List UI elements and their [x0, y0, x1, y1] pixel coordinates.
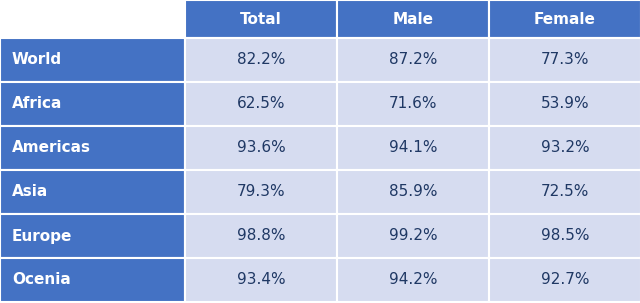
Text: 93.6%: 93.6% — [237, 141, 285, 155]
Text: 99.2%: 99.2% — [388, 228, 437, 244]
Bar — [185, 126, 337, 170]
Bar — [337, 170, 489, 214]
Text: 98.5%: 98.5% — [541, 228, 589, 244]
Text: Africa: Africa — [12, 96, 62, 112]
Bar — [489, 126, 640, 170]
Text: 85.9%: 85.9% — [388, 185, 437, 199]
Text: Male: Male — [392, 12, 433, 26]
Text: Americas: Americas — [12, 141, 91, 155]
Bar — [337, 38, 489, 82]
Bar — [489, 258, 640, 302]
Text: 94.2%: 94.2% — [388, 272, 437, 288]
Bar — [0, 170, 185, 214]
Text: 62.5%: 62.5% — [237, 96, 285, 112]
Text: 79.3%: 79.3% — [237, 185, 285, 199]
Bar — [337, 214, 489, 258]
Bar — [0, 0, 185, 38]
Bar — [337, 126, 489, 170]
Bar — [489, 82, 640, 126]
Text: 87.2%: 87.2% — [389, 52, 437, 68]
Bar — [489, 38, 640, 82]
Bar — [185, 82, 337, 126]
Bar — [0, 126, 185, 170]
Text: 53.9%: 53.9% — [541, 96, 589, 112]
Text: 72.5%: 72.5% — [541, 185, 589, 199]
Bar — [489, 0, 640, 38]
Bar — [0, 38, 185, 82]
Text: World: World — [12, 52, 62, 68]
Bar — [185, 0, 337, 38]
Bar — [337, 258, 489, 302]
Bar — [337, 0, 489, 38]
Bar — [0, 82, 185, 126]
Bar — [185, 38, 337, 82]
Text: 82.2%: 82.2% — [237, 52, 285, 68]
Text: Ocenia: Ocenia — [12, 272, 71, 288]
Text: 77.3%: 77.3% — [541, 52, 589, 68]
Bar — [185, 258, 337, 302]
Bar — [489, 214, 640, 258]
Text: Asia: Asia — [12, 185, 48, 199]
Text: 71.6%: 71.6% — [388, 96, 437, 112]
Bar — [185, 214, 337, 258]
Text: Europe: Europe — [12, 228, 72, 244]
Bar — [337, 82, 489, 126]
Bar — [0, 214, 185, 258]
Text: 93.4%: 93.4% — [237, 272, 285, 288]
Text: Total: Total — [240, 12, 282, 26]
Bar — [185, 170, 337, 214]
Bar — [489, 170, 640, 214]
Text: 98.8%: 98.8% — [237, 228, 285, 244]
Text: 94.1%: 94.1% — [388, 141, 437, 155]
Text: Female: Female — [534, 12, 596, 26]
Text: 93.2%: 93.2% — [541, 141, 589, 155]
Bar — [0, 258, 185, 302]
Text: 92.7%: 92.7% — [541, 272, 589, 288]
